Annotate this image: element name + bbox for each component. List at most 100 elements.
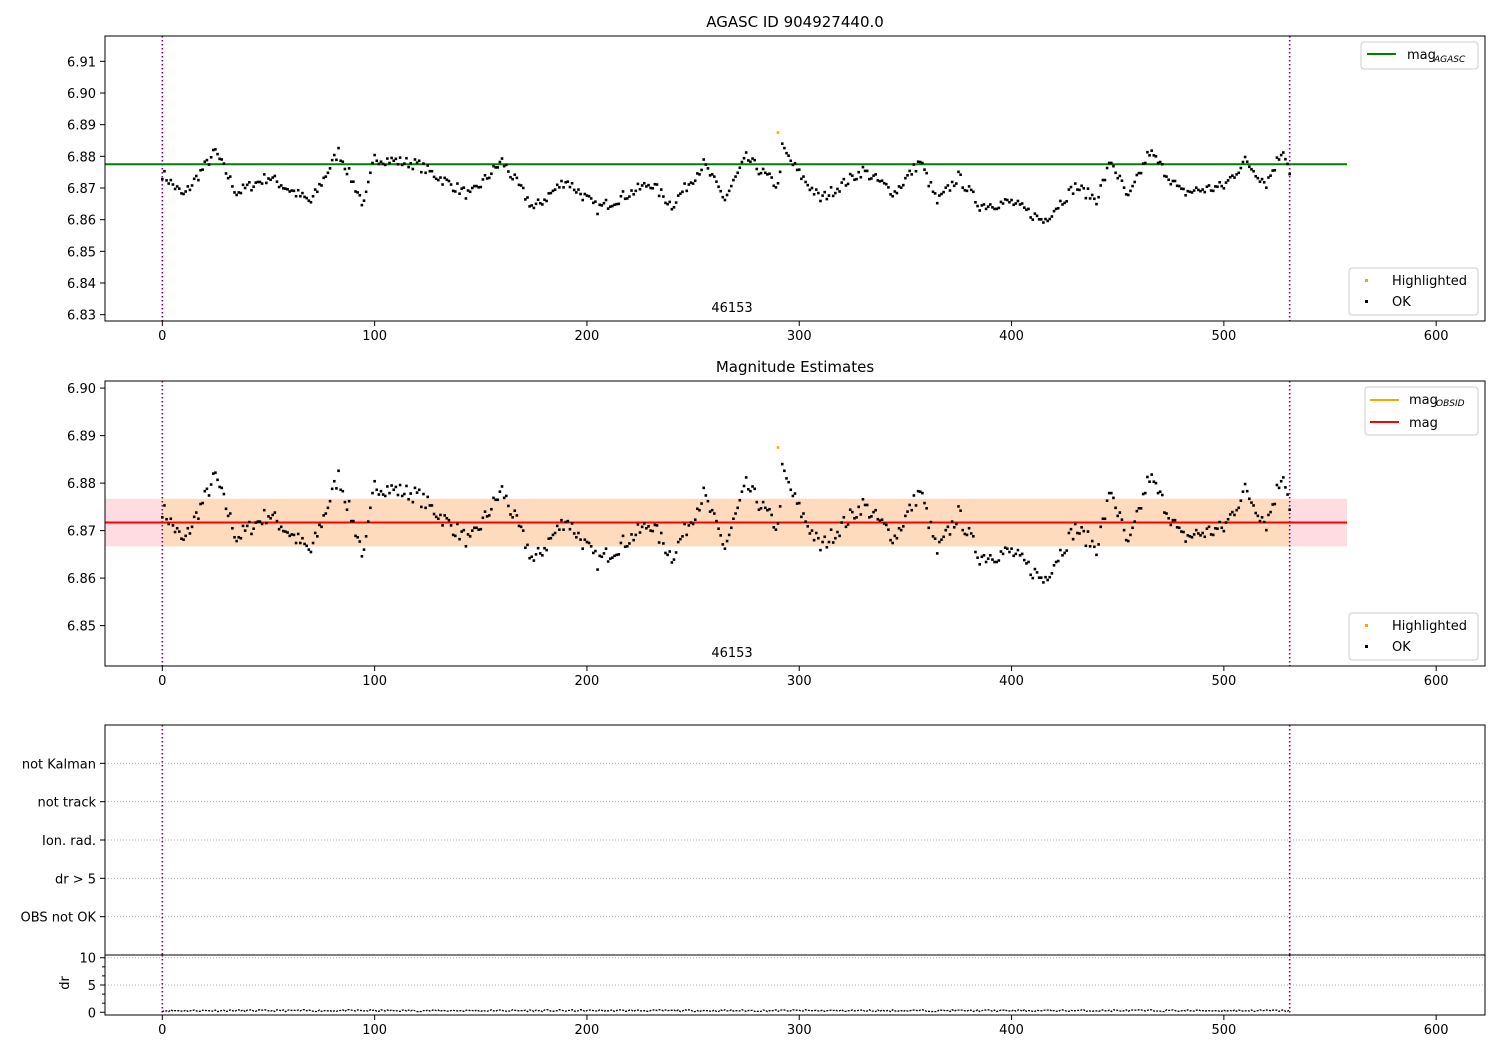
p2-point-ok-476 [1171,518,1175,522]
p1-point-ok-94 [360,203,364,207]
p2-point-ok-231 [651,529,655,533]
p2-ytick-label-4: 6.89 [67,430,96,445]
p2-point-ok-381 [969,532,973,535]
p1-point-ok-203 [592,201,595,205]
p1-point-ok-149 [477,186,480,189]
p2-point-ok-216 [619,541,623,545]
p1-point-ok-459 [1135,173,1139,177]
p2-point-ok-483 [1186,534,1190,537]
p2-point-ok-528 [1282,476,1285,479]
p2-point-ok-451 [1118,511,1122,514]
p2-point-ok-52 [271,513,275,517]
p2-point-ok-39 [243,529,247,532]
p2-point-ok-419 [1050,572,1054,575]
p1-point-ok-488 [1197,188,1200,192]
p1-point-ok-446 [1107,161,1111,165]
p2-point-ok-196 [577,531,580,535]
p2-point-ok-168 [517,524,521,528]
p2-point-ok-244 [679,537,682,541]
p2-point-ok-251 [693,518,697,521]
p1-point-ok-439 [1093,197,1096,201]
p2-point-ok-523 [1271,503,1274,506]
p1-point-ok-32 [228,175,232,178]
p1-point-ok-106 [386,157,389,160]
p1-point-ok-242 [674,201,678,204]
p2-point-ok-170 [521,529,525,532]
p1-point-ok-316 [831,194,835,198]
p1-point-ok-69 [307,199,311,202]
panel2-title: Magnitude Estimates [716,358,874,376]
p1-point-ok-217 [621,190,625,193]
p2-point-ok-106 [386,485,389,488]
p2-point-ok-45 [256,520,260,523]
p2-point-ok-15 [192,515,196,519]
p1-point-ok-444 [1103,178,1107,182]
p2-point-ok-457 [1131,526,1134,530]
p1-xtick-label-600: 600 [1424,329,1449,344]
p1-point-ok-262 [717,185,720,189]
p1-point-ok-367 [940,192,943,196]
p2-point-ok-155 [490,507,493,511]
p2-point-ok-93 [358,540,362,543]
p2-point-ok-135 [447,518,451,522]
p1-point-ok-380 [967,185,971,188]
p1-point-highlighted-0 [776,131,780,134]
p2-point-ok-411 [1033,567,1037,571]
p2-point-ok-120 [415,491,419,494]
p2-point-ok-82 [335,487,338,490]
p2-point-ok-320 [840,521,844,524]
p2-point-ok-449 [1114,506,1117,510]
p1-point-ok-284 [763,171,767,175]
p1-point-ok-432 [1078,188,1081,192]
p2-point-ok-529 [1284,486,1287,489]
p2-point-ok-312 [823,535,827,539]
p2-point-ok-288 [772,526,776,529]
p2-point-ok-108 [390,484,393,487]
p1-point-ok-28 [220,158,224,161]
p2-point-ok-453 [1122,528,1126,532]
p1-point-ok-89 [349,180,353,183]
p4-ytick-label-2: 10 [79,952,96,967]
p2-point-ok-62 [292,533,296,537]
p2-point-ok-325 [851,510,854,514]
p1-point-ok-205 [596,212,599,216]
p2-point-ok-396 [1001,552,1005,556]
p2-point-ok-467 [1152,480,1156,483]
p2-point-ok-117 [409,492,413,495]
p2-point-ok-295 [787,480,790,484]
p1-point-ok-4 [169,178,173,182]
p2-xtick-label-500: 500 [1211,674,1236,689]
p2-point-ok-101 [375,488,379,492]
panel2-x-axis: 0 100 200 300 400 500 600 [158,666,1449,689]
p1-point-ok-30 [224,172,228,175]
p2-point-ok-352 [908,503,911,507]
p1-point-ok-312 [823,190,827,194]
legend2-ok-label: OK [1392,640,1411,655]
p1-point-ok-334 [870,177,873,180]
p1-point-ok-326 [853,178,856,182]
p2-point-ok-359 [923,501,926,505]
p2-point-ok-80 [330,487,334,491]
p1-point-ok-187 [558,186,561,189]
p1-point-ok-521 [1267,176,1270,179]
p1-point-ok-384 [976,204,979,208]
p1-point-ok-230 [649,186,652,190]
p1-point-ok-350 [904,176,907,180]
p2-point-ok-436 [1086,530,1090,533]
p2-point-ok-21 [205,487,209,491]
p1-point-ok-76 [322,176,325,180]
p1-point-ok-460 [1137,171,1141,175]
p1-point-ok-393 [995,207,998,211]
p1-point-ok-172 [526,196,529,199]
panel2-line-legend: mag OBSID mag [1364,386,1479,436]
p1-point-ok-114 [403,162,406,165]
p2-point-ok-281 [757,508,761,512]
p1-point-ok-337 [876,179,880,182]
p1-point-ok-398 [1006,198,1009,202]
p2-point-ok-242 [674,551,678,554]
p2-point-ok-414 [1039,576,1043,579]
p1-point-ok-119 [413,158,417,161]
p2-point-ok-255 [702,486,706,490]
p2-point-ok-98 [369,506,372,510]
panel1-title: AGASC ID 904927440.0 [706,13,884,31]
